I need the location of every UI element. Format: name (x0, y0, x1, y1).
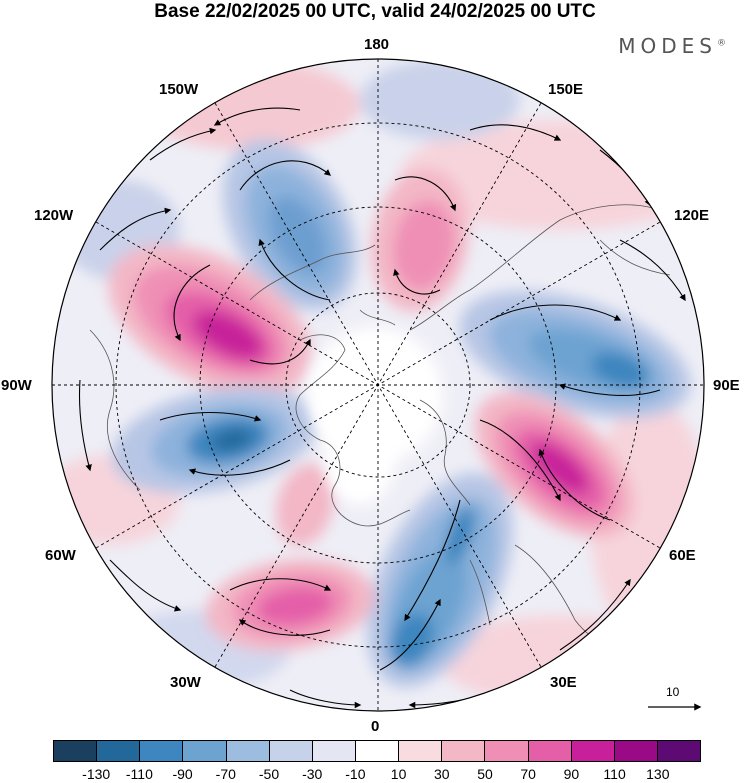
colorbar-tick-label: -30 (302, 766, 323, 782)
vector-scale-label: 10 (666, 685, 680, 699)
colorbar-segment (182, 741, 226, 761)
colorbar-segment (570, 741, 614, 761)
colorbar (53, 740, 701, 762)
lon-label-180: 180 (364, 36, 390, 53)
colorbar-tick-label: 110 (603, 766, 626, 782)
lon-label-60e: 60E (669, 547, 696, 564)
colorbar-segment (656, 741, 701, 761)
coastlines (89, 204, 671, 651)
lon-label-60w: 60W (45, 547, 76, 564)
lon-label-30e: 30E (550, 674, 577, 691)
colorbar-tick-label: 130 (646, 766, 670, 782)
anomaly-field (52, 59, 704, 711)
lon-label-30w: 30W (170, 674, 201, 691)
colorbar-ticks: -130 -110 -90 -70 -50 -30 -10 10 30 50 70 90 110 130 (0, 766, 750, 783)
colorbar-tick-label: -50 (258, 766, 280, 782)
colorbar-tick-label: 50 (477, 766, 493, 782)
lon-label-90w: 90W (1, 377, 32, 394)
lon-label-150e: 150E (548, 81, 584, 98)
graticule (52, 59, 704, 711)
colorbar-tick-label: -10 (345, 766, 366, 782)
colorbar-segment (311, 741, 355, 761)
lon-label-90e: 90E (713, 377, 740, 394)
colorbar-tick-label: 90 (563, 766, 580, 782)
colorbar-segment (441, 741, 485, 761)
lon-label-150w: 150W (159, 81, 199, 98)
colorbar-tick-label: -70 (215, 766, 236, 782)
lon-label-120e: 120E (674, 207, 710, 224)
brand-text: MODES (618, 34, 717, 58)
colorbar-tick-label: 30 (434, 766, 450, 782)
colorbar-segment (268, 741, 312, 761)
modes-logo: MODES® (618, 34, 726, 58)
colorbar-segment (484, 741, 528, 761)
colorbar-tick-label: 10 (390, 766, 407, 782)
colorbar-segment (613, 741, 657, 761)
colorbar-segment (225, 741, 269, 761)
colorbar-tick-label: -130 (82, 766, 111, 782)
map-title: Base 22/02/2025 00 UTC, valid 24/02/2025… (154, 1, 596, 22)
colorbar-tick-label: -110 (125, 766, 153, 782)
registered-mark: ® (717, 38, 726, 49)
colorbar-segment (527, 741, 571, 761)
colorbar-segment (398, 741, 442, 761)
wind-vectors (78, 107, 686, 709)
map-boundary (51, 58, 705, 712)
lon-label-120w: 120W (34, 207, 74, 224)
colorbar-segment (54, 741, 97, 761)
colorbar-segment (96, 741, 140, 761)
colorbar-segment (139, 741, 183, 761)
lon-label-0: 0 (371, 718, 380, 735)
colorbar-tick-label: 70 (520, 766, 536, 782)
colorbar-segment (354, 741, 399, 761)
colorbar-tick-label: -90 (172, 766, 193, 782)
